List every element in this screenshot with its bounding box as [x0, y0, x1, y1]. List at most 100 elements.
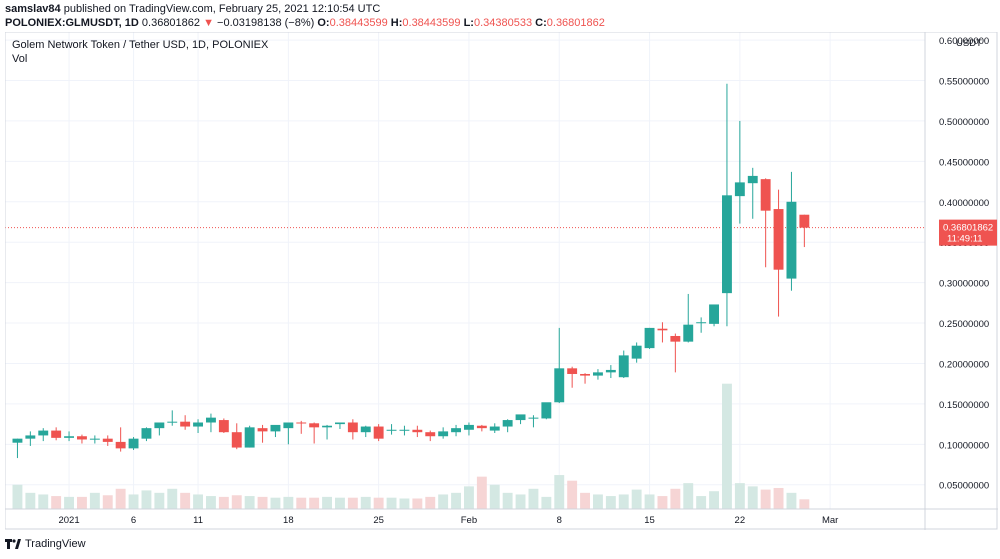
candle[interactable] — [399, 425, 410, 436]
last-price-badge-bg — [939, 219, 997, 246]
volume-bar — [399, 498, 410, 509]
candle[interactable] — [734, 120, 745, 224]
candle[interactable] — [38, 428, 49, 442]
candle[interactable] — [709, 304, 719, 327]
candle[interactable] — [425, 430, 436, 442]
price-tick-label: 0.20000000 — [939, 359, 989, 370]
candle[interactable] — [206, 413, 216, 433]
candle[interactable] — [373, 424, 384, 442]
candle[interactable] — [786, 171, 797, 291]
candle[interactable] — [347, 419, 358, 440]
candle[interactable] — [476, 424, 487, 432]
candle-body — [786, 201, 797, 279]
volume-bar — [12, 484, 23, 509]
candle[interactable] — [335, 422, 345, 429]
candle-body — [193, 422, 203, 427]
candle[interactable] — [257, 424, 268, 443]
candle[interactable] — [218, 418, 229, 434]
candle[interactable] — [154, 422, 165, 436]
candle[interactable] — [605, 365, 616, 379]
candle[interactable] — [386, 424, 397, 435]
candle[interactable] — [799, 214, 810, 248]
volume-bar — [231, 495, 242, 509]
candle[interactable] — [231, 423, 242, 450]
candle[interactable] — [193, 419, 203, 434]
time-tick-label: 18 — [283, 515, 294, 526]
candle[interactable] — [515, 414, 526, 425]
candle[interactable] — [128, 437, 139, 450]
candle[interactable] — [489, 423, 500, 434]
candle[interactable] — [270, 424, 281, 438]
volume-bar — [554, 475, 565, 509]
candle[interactable] — [51, 427, 62, 441]
volume-bar — [193, 494, 203, 509]
candle-body — [231, 432, 242, 448]
candle[interactable] — [580, 373, 590, 384]
candle[interactable] — [89, 435, 100, 444]
candle[interactable] — [696, 317, 707, 333]
candle[interactable] — [657, 322, 668, 343]
candle[interactable] — [167, 410, 178, 426]
candle[interactable] — [77, 434, 87, 444]
volume-bar — [580, 492, 590, 509]
candle[interactable] — [722, 83, 732, 327]
volume-bar — [283, 496, 294, 509]
chart-frame[interactable]: 0.05000000 0.10000000 0.15000000 0.20000000… — [4, 31, 998, 530]
candle-body — [360, 426, 371, 433]
volume-bar — [89, 492, 100, 509]
volume-bar — [244, 496, 255, 509]
candle[interactable] — [283, 422, 294, 445]
down-arrow-icon: ▼ — [203, 17, 214, 29]
volume-bar — [760, 489, 771, 509]
candle[interactable] — [322, 424, 332, 440]
candle[interactable] — [102, 435, 113, 446]
candle[interactable] — [747, 167, 758, 219]
candle[interactable] — [115, 427, 126, 452]
candle[interactable] — [541, 402, 552, 420]
publish-info: samslav84 published on TradingView.com, … — [5, 3, 380, 15]
candle[interactable] — [438, 427, 449, 439]
candle[interactable] — [683, 293, 694, 343]
tradingview-logo-icon[interactable] — [5, 539, 21, 549]
candle[interactable] — [618, 350, 629, 379]
candle[interactable] — [644, 327, 655, 349]
volume-bar — [257, 496, 268, 509]
candle[interactable] — [451, 424, 461, 437]
volume-bar — [747, 486, 758, 509]
candle-body — [154, 422, 165, 429]
candle[interactable] — [464, 422, 474, 436]
candle[interactable] — [528, 415, 539, 428]
candlestick-chart[interactable]: 0.05000000 0.10000000 0.15000000 0.20000000… — [4, 31, 998, 530]
volume-bar — [670, 488, 681, 509]
candle[interactable] — [25, 431, 36, 446]
candle[interactable] — [296, 420, 307, 434]
candle-body — [696, 322, 707, 324]
candle-body — [115, 441, 126, 449]
volume-bar — [709, 491, 719, 509]
candle[interactable] — [760, 178, 771, 268]
candle[interactable] — [244, 425, 255, 448]
candle[interactable] — [412, 425, 423, 438]
time-tick-label: 11 — [193, 515, 203, 526]
candle[interactable] — [180, 415, 191, 430]
candle[interactable] — [554, 327, 565, 404]
brand-name[interactable]: TradingView — [25, 538, 86, 550]
time-tick-label: 22 — [735, 515, 746, 526]
price-tick-label: 0.10000000 — [939, 440, 989, 451]
candle-body — [322, 425, 332, 428]
candle[interactable] — [631, 342, 642, 363]
candle-body — [722, 195, 732, 294]
candle[interactable] — [141, 427, 152, 442]
candle[interactable] — [360, 425, 371, 438]
candle[interactable] — [12, 438, 23, 459]
volume-bar — [799, 499, 810, 509]
candle[interactable] — [309, 422, 320, 444]
candle[interactable] — [773, 189, 784, 317]
candle[interactable] — [593, 369, 603, 380]
candle[interactable] — [502, 419, 513, 433]
publisher-name[interactable]: samslav84 — [5, 3, 61, 15]
candle[interactable] — [670, 333, 681, 373]
volume-bar — [489, 484, 500, 509]
candle[interactable] — [567, 366, 578, 388]
candle[interactable] — [64, 431, 74, 442]
